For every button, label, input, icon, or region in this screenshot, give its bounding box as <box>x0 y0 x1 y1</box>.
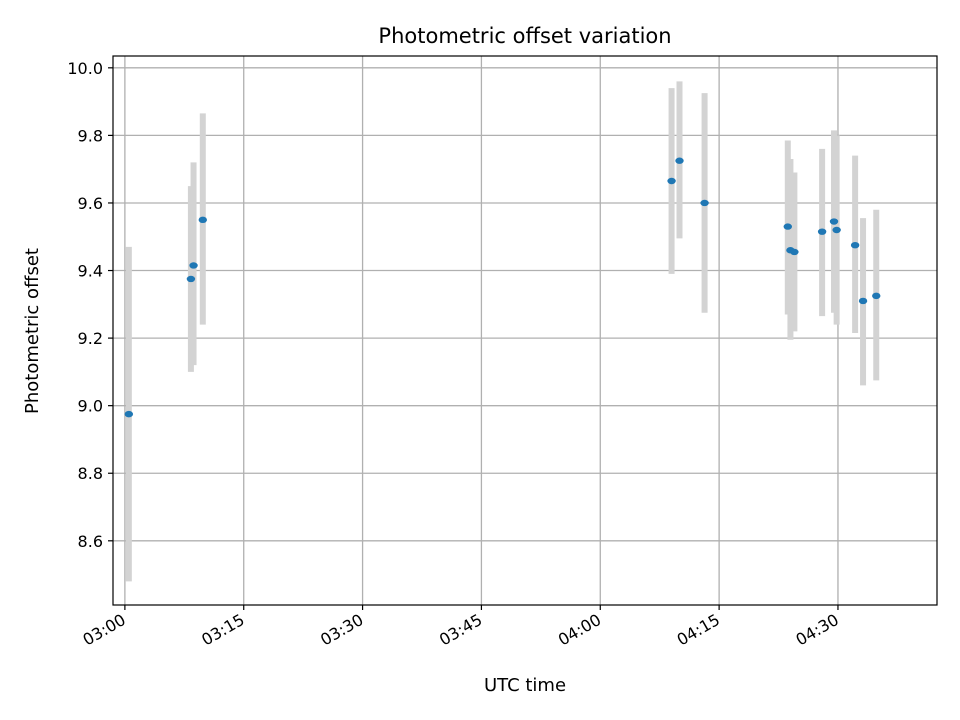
data-point <box>189 262 198 269</box>
y-axis-title: Photometric offset <box>22 248 43 414</box>
y-tick-label: 9.6 <box>78 194 103 213</box>
data-point <box>850 241 860 249</box>
y-tick-label: 8.8 <box>78 464 103 483</box>
data-point <box>667 177 676 185</box>
data-point <box>858 297 868 305</box>
data-point <box>872 292 881 300</box>
y-tick-label: 8.6 <box>78 532 103 551</box>
data-point <box>783 223 792 230</box>
data-points <box>124 157 881 418</box>
plot-frame <box>112 55 938 606</box>
data-point <box>829 218 839 225</box>
data-point <box>790 248 799 256</box>
data-point <box>186 275 196 283</box>
data-point <box>124 410 134 418</box>
data-point <box>817 228 827 235</box>
y-tick-label: 9.2 <box>78 329 103 348</box>
data-point <box>700 199 709 207</box>
data-point <box>675 157 684 164</box>
x-axis-title: UTC time <box>484 675 566 696</box>
y-tick-label: 9.8 <box>78 126 103 145</box>
grid-lines <box>113 56 937 605</box>
data-point <box>832 226 841 234</box>
y-tick-label: 9.0 <box>78 397 103 416</box>
y-tick-label: 9.4 <box>78 262 103 281</box>
y-axis-ticks: 8.6 8.8 9.0 9.2 9.4 9.6 9.8 10.0 <box>67 59 113 551</box>
chart-title: Photometric offset variation <box>378 24 671 48</box>
data-point <box>198 216 207 224</box>
y-tick-label: 10.0 <box>67 59 103 78</box>
